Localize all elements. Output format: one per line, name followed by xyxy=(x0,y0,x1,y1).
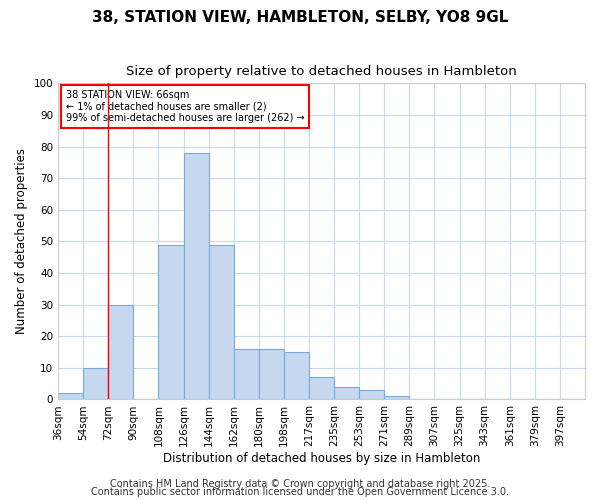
Text: Contains public sector information licensed under the Open Government Licence 3.: Contains public sector information licen… xyxy=(91,487,509,497)
Text: 38, STATION VIEW, HAMBLETON, SELBY, YO8 9GL: 38, STATION VIEW, HAMBLETON, SELBY, YO8 … xyxy=(92,10,508,25)
Bar xyxy=(58,393,83,400)
Bar xyxy=(108,304,133,400)
Text: 38 STATION VIEW: 66sqm
← 1% of detached houses are smaller (2)
99% of semi-detac: 38 STATION VIEW: 66sqm ← 1% of detached … xyxy=(66,90,305,123)
Bar xyxy=(233,349,259,400)
Bar xyxy=(309,378,334,400)
Text: Contains HM Land Registry data © Crown copyright and database right 2025.: Contains HM Land Registry data © Crown c… xyxy=(110,479,490,489)
Bar xyxy=(334,387,359,400)
X-axis label: Distribution of detached houses by size in Hambleton: Distribution of detached houses by size … xyxy=(163,452,480,465)
Bar xyxy=(209,244,233,400)
Bar xyxy=(359,390,384,400)
Title: Size of property relative to detached houses in Hambleton: Size of property relative to detached ho… xyxy=(126,65,517,78)
Bar xyxy=(284,352,309,400)
Bar xyxy=(83,368,108,400)
Y-axis label: Number of detached properties: Number of detached properties xyxy=(15,148,28,334)
Bar xyxy=(384,396,409,400)
Bar xyxy=(259,349,284,400)
Bar xyxy=(158,244,184,400)
Bar xyxy=(184,153,209,400)
